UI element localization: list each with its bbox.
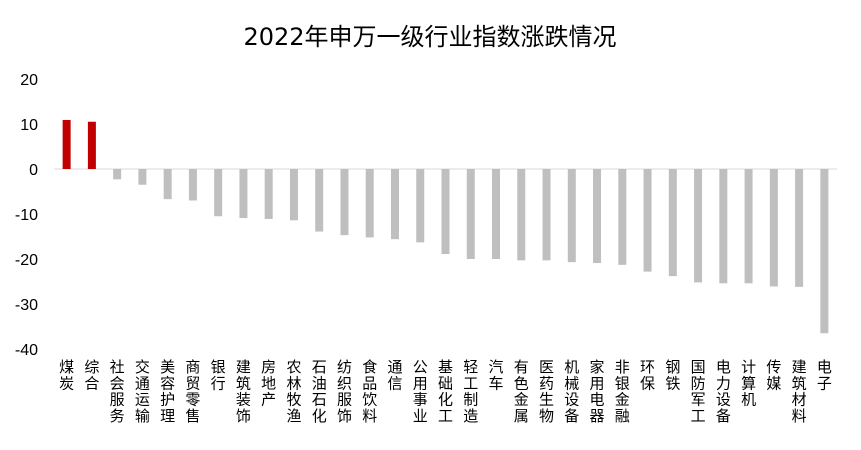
bar-14	[416, 169, 425, 243]
bar-21	[593, 169, 602, 264]
bar-30	[820, 169, 829, 334]
x-tick-label: 非银金融	[615, 358, 630, 425]
x-tick-label: 房地产	[261, 358, 276, 409]
bar-3	[138, 169, 147, 185]
x-tick-label: 计算机	[741, 358, 756, 409]
x-tick-label: 国防军工	[691, 358, 706, 425]
x-tick-label: 建筑装饰	[236, 358, 251, 425]
x-tick-label: 通信	[387, 358, 402, 392]
x-tick-label: 轻工制造	[463, 358, 478, 425]
x-tick-label: 机械设备	[564, 358, 579, 425]
x-tick-label: 汽车	[489, 358, 504, 392]
y-tick-label: -30	[15, 297, 38, 314]
x-tick-label: 美容护理	[160, 358, 175, 425]
bar-25	[694, 169, 703, 283]
bar-6	[214, 169, 223, 217]
bar-15	[441, 169, 450, 255]
bar-2	[113, 169, 122, 180]
x-tick-label: 医药生物	[539, 358, 554, 425]
x-tick-label: 煤炭	[59, 358, 74, 392]
x-axis-labels: 煤炭综合社会服务交通运输美容护理商贸零售银行建筑装饰房地产农林牧渔石油石化纺织服…	[59, 358, 832, 425]
y-axis: 20 10 0 -10 -20 -30 -40	[15, 72, 38, 359]
y-tick-label: -40	[15, 342, 38, 359]
x-tick-label: 公用事业	[413, 358, 428, 425]
x-tick-label: 银行	[211, 358, 226, 392]
x-tick-label: 石油石化	[312, 358, 327, 425]
bar-17	[492, 169, 501, 259]
x-tick-label: 纺织服饰	[337, 358, 352, 425]
x-tick-label: 传媒	[766, 358, 781, 392]
bar-7	[239, 169, 248, 219]
x-tick-label: 钢铁	[665, 358, 680, 392]
x-tick-label: 电力设备	[716, 358, 731, 425]
x-tick-label: 农林牧渔	[286, 358, 301, 425]
y-tick-label: -20	[15, 252, 38, 269]
x-tick-label: 建筑材料	[792, 358, 807, 425]
x-tick-label: 综合	[84, 358, 99, 392]
bar-4	[163, 169, 172, 200]
x-tick-label: 环保	[640, 358, 655, 392]
y-tick-label: 20	[20, 72, 38, 89]
bar-24	[668, 169, 677, 277]
bar-28	[769, 169, 778, 287]
x-tick-label: 食品饮料	[362, 358, 377, 425]
x-tick-label: 电子	[817, 358, 832, 392]
x-tick-label: 基础化工	[438, 358, 453, 425]
bar-11	[340, 169, 349, 236]
bar-22	[618, 169, 627, 265]
bar-8	[264, 169, 273, 219]
bar-29	[795, 169, 804, 287]
y-tick-label: -10	[15, 207, 38, 224]
bar-19	[542, 169, 551, 261]
x-tick-label: 有色金属	[514, 358, 529, 425]
bar-27	[744, 169, 753, 284]
x-tick-label: 商贸零售	[185, 358, 200, 425]
bar-1	[87, 121, 96, 169]
bar-16	[466, 169, 475, 259]
y-tick-label: 0	[29, 162, 38, 179]
chart-title: 2022年申万一级行业指数涨跌情况	[243, 23, 616, 51]
bars	[62, 119, 829, 334]
x-tick-label: 社会服务	[110, 358, 125, 425]
bar-10	[315, 169, 324, 232]
bar-9	[289, 169, 298, 221]
x-tick-label: 家用电器	[590, 358, 605, 425]
bar-18	[517, 169, 526, 261]
y-tick-label: 10	[20, 117, 38, 134]
bar-26	[719, 169, 728, 284]
bar-23	[643, 169, 652, 272]
bar-12	[365, 169, 374, 238]
bar-20	[567, 169, 576, 263]
bar-0	[62, 119, 71, 169]
bar-13	[390, 169, 399, 240]
x-tick-label: 交通运输	[135, 358, 150, 425]
bar-5	[188, 169, 197, 201]
